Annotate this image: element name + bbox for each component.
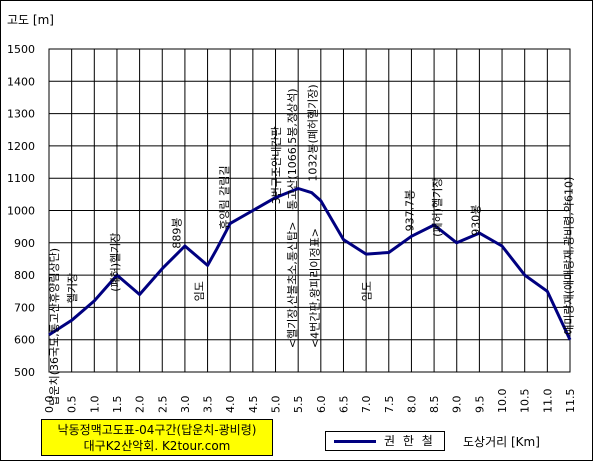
x-tick-label: 4.5 — [247, 396, 260, 414]
x-tick-label: 7.5 — [383, 396, 396, 414]
x-tick-label: 9.5 — [473, 396, 486, 414]
y-tick-label: 1200 — [7, 140, 35, 153]
x-tick-label: 2.0 — [134, 396, 147, 414]
legend-swatch — [334, 440, 376, 443]
y-tick-label: 800 — [14, 269, 35, 282]
annotation-label: 헬기장 — [66, 273, 79, 303]
annotation-label: 임도 — [193, 281, 206, 301]
y-tick-label: 1000 — [7, 205, 35, 218]
annotation-label: 휴양림 갈림길 — [217, 165, 231, 229]
annotation-label: <헬기장,산불초소,통신탑> — [286, 221, 299, 348]
y-tick-label: 1400 — [7, 75, 35, 88]
annotation-label: (폐허)헬기장 — [431, 178, 444, 237]
x-tick-label: 5.5 — [292, 396, 305, 414]
credit-box: 낙동정맥고도표-04구간(답운치-광비령) 대구K2산악회. K2tour.co… — [41, 419, 273, 456]
y-axis-title: 고도 [m] — [7, 13, 54, 27]
y-tick-label: 1500 — [7, 43, 35, 56]
x-axis-title: 도상거리 [Km] — [463, 435, 540, 449]
annotation-label: 937.7봉 — [404, 190, 417, 232]
x-tick-label: 0.0 — [43, 396, 56, 414]
legend-label: 권 한 철 — [384, 434, 435, 448]
x-tick-label: 1.0 — [88, 396, 101, 414]
annotation-label: <4번간판,왕피리이정표> — [309, 228, 322, 348]
x-tick-label: 0.5 — [66, 396, 79, 414]
x-tick-label: 8.5 — [428, 396, 441, 414]
x-tick-label: 11.5 — [564, 389, 577, 414]
x-tick-label: 5.0 — [270, 396, 283, 414]
y-tick-label: 1300 — [7, 108, 35, 121]
y-tick-label: 900 — [14, 237, 35, 250]
annotation-label: 임도 — [361, 281, 374, 301]
annotation-label: 1032봉(폐허헬기장) — [306, 84, 319, 181]
x-tick-label: 7.0 — [360, 396, 373, 414]
annotation-label: 답운치(36국도,통고산휴양림상단) — [48, 248, 61, 406]
x-tick-label: 9.0 — [451, 396, 464, 414]
y-tick-label: 700 — [14, 301, 35, 314]
x-tick-label: 6.0 — [315, 396, 328, 414]
x-tick-label: 3.5 — [202, 396, 215, 414]
x-tick-label: 4.0 — [224, 396, 237, 414]
x-tick-label: 10.0 — [496, 389, 509, 413]
credit-line-2: 대구K2산악회. K2tour.com — [83, 439, 231, 453]
x-tick-label: 6.5 — [337, 396, 350, 414]
legend: 권 한 철 — [325, 431, 445, 451]
credit-line-1: 낙동정맥고도표-04구간(답운치-광비령) — [57, 423, 257, 437]
annotation-label: (폐허)헬기장 — [109, 233, 122, 292]
y-tick-label: 600 — [14, 334, 35, 347]
annotation-label: 889봉 — [170, 218, 183, 249]
x-tick-label: 1.5 — [111, 396, 124, 414]
x-tick-label: 2.5 — [156, 396, 169, 414]
annotation-label: 애미랑재(애매랑재,광비령,약610) — [561, 177, 575, 335]
x-tick-label: 10.5 — [519, 389, 532, 414]
x-tick-label: 3.0 — [179, 396, 192, 414]
plot-border — [48, 48, 571, 373]
x-tick-label: 11.0 — [541, 389, 554, 414]
y-tick-label: 500 — [14, 366, 35, 379]
annotation-label: 930봉 — [469, 205, 482, 236]
annotation-label: 통고산(1066.5봉,정상석) — [286, 88, 299, 209]
y-tick-label: 1100 — [7, 172, 35, 185]
annotation-label: 3번구조안내간판 — [270, 126, 283, 204]
x-tick-label: 8.0 — [405, 396, 418, 414]
elevation-line — [48, 187, 572, 341]
